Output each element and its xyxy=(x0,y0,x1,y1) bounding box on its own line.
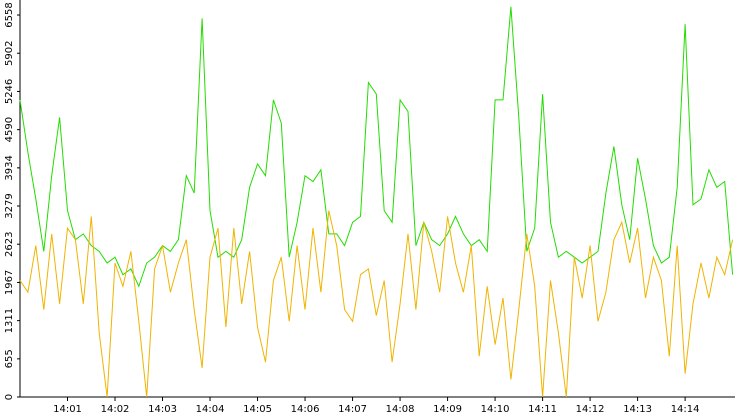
x-tick-label: 14:08 xyxy=(386,404,415,415)
y-tick-label: 4590 xyxy=(4,117,15,142)
x-tick-label: 14:13 xyxy=(623,404,652,415)
y-tick-label: 0 xyxy=(4,394,15,400)
y-tick-label: 6558 xyxy=(4,2,15,27)
y-tick-label: 5246 xyxy=(4,79,15,104)
x-tick-label: 14:01 xyxy=(53,404,82,415)
x-tick-label: 14:02 xyxy=(101,404,130,415)
x-tick-label: 14:10 xyxy=(481,404,510,415)
y-tick-label: 3934 xyxy=(4,155,15,180)
y-tick-label: 3279 xyxy=(4,193,15,218)
x-tick-label: 14:14 xyxy=(671,404,700,415)
y-tick-label: 5902 xyxy=(4,41,15,66)
x-tick-label: 14:05 xyxy=(243,404,272,415)
x-tick-label: 14:09 xyxy=(433,404,462,415)
x-tick-label: 14:04 xyxy=(196,404,225,415)
x-tick-label: 14:06 xyxy=(291,404,320,415)
y-tick-label: 1967 xyxy=(4,270,15,295)
y-tick-label: 2623 xyxy=(4,231,15,256)
x-tick-label: 14:11 xyxy=(528,404,557,415)
x-tick-label: 14:03 xyxy=(148,404,177,415)
y-tick-label: 1311 xyxy=(4,308,15,333)
series-line xyxy=(19,210,734,398)
x-tick-label: 14:12 xyxy=(576,404,605,415)
y-tick-label: 655 xyxy=(4,349,15,368)
series-line xyxy=(19,6,734,288)
x-tick-label: 14:07 xyxy=(338,404,367,415)
